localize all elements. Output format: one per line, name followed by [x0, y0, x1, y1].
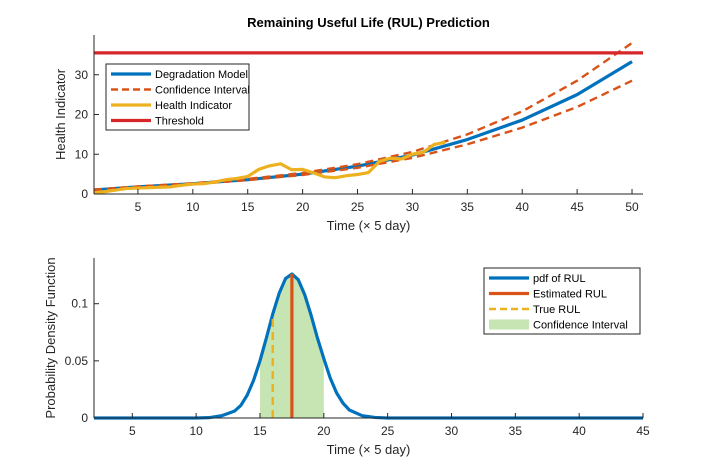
legend-label-3: Confidence Interval: [533, 320, 628, 332]
x-tick-label: 15: [241, 200, 255, 214]
pdf-chart: 5 10 15 20 25 30 35 40 45 0 0.05 0.1 Time (× 5 day) P…: [43, 257, 650, 457]
degradation-chart: 5 10 15 20 25 30 35 40 45 50 0 10 20 30 Time (× 5 day)…: [53, 15, 643, 233]
x-tick-label: 5: [129, 424, 136, 438]
x-axis-label: Time (× 5 day): [327, 442, 411, 457]
series-line-3: [93, 140, 446, 195]
y-tick-label: 10: [75, 147, 89, 161]
legend-label-3: Health Indicator: [155, 100, 232, 112]
legend-label-4: Threshold: [155, 116, 204, 128]
x-tick-label: 30: [445, 424, 459, 438]
legend-label-1: Confidence Interval: [155, 85, 250, 97]
x-tick-label: 30: [406, 200, 420, 214]
series-line-0: [94, 272, 643, 420]
y-tick-label: 0.05: [65, 354, 89, 368]
x-tick-label: 25: [381, 424, 395, 438]
x-tick-label: 50: [625, 200, 639, 214]
x-tick-label: 20: [317, 424, 331, 438]
x-tick-label: 10: [186, 200, 200, 214]
y-tick-label: 0: [81, 411, 88, 425]
y-axis-label: Health Indicator: [53, 68, 68, 160]
x-tick-label: 20: [296, 200, 310, 214]
x-tick-label: 40: [572, 424, 586, 438]
x-tick-label: 10: [189, 424, 203, 438]
x-axis-label: Time (× 5 day): [327, 218, 411, 233]
y-tick-label: 20: [75, 108, 89, 122]
x-tick-label: 45: [570, 200, 584, 214]
x-tick-label: 40: [516, 200, 530, 214]
x-tick-label: 45: [636, 424, 650, 438]
legend-label-0: pdf of RUL: [533, 273, 586, 285]
x-tick-label: 5: [135, 200, 142, 214]
legend-swatch-3: [489, 319, 529, 330]
y-tick-label: 0.1: [71, 297, 88, 311]
y-tick-label: 30: [75, 68, 89, 82]
x-tick-label: 35: [509, 424, 523, 438]
x-tick-label: 25: [351, 200, 365, 214]
y-axis-label: Probability Density Function: [43, 257, 58, 418]
y-tick-label: 0: [81, 187, 88, 201]
chart-title: Remaining Useful Life (RUL) Prediction: [247, 15, 490, 30]
x-tick-label: 15: [253, 424, 267, 438]
x-tick-label: 35: [461, 200, 475, 214]
legend-label-1: Estimated RUL: [533, 289, 607, 301]
legend-label-0: Degradation Model: [155, 69, 248, 81]
legend-label-2: True RUL: [533, 304, 580, 316]
